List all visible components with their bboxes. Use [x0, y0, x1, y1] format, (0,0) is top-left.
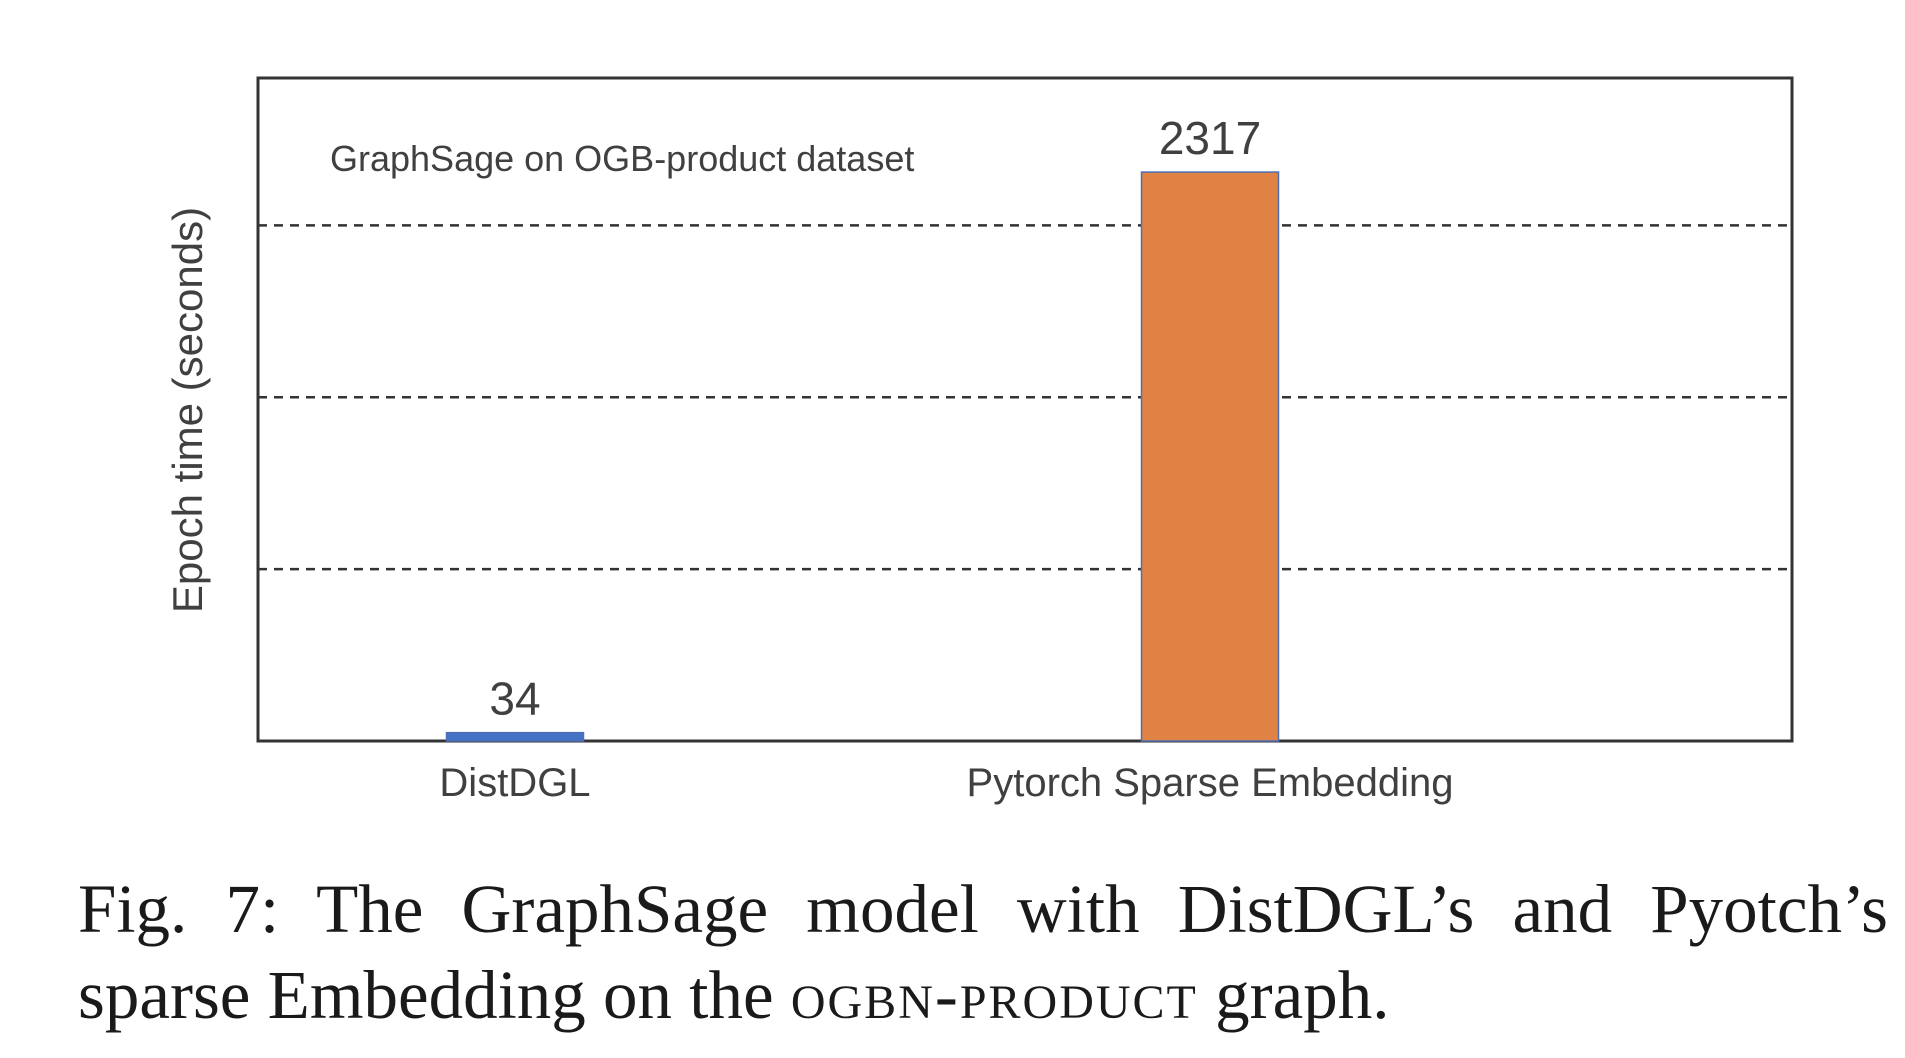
- data-labels: 34 2317: [489, 112, 1261, 725]
- bar-distdgl: [445, 731, 585, 742]
- figure-caption: Fig. 7: The GraphSage model with DistDGL…: [78, 866, 1888, 1038]
- bar-chart: 34 2317 DistDGL Pytorch Sparse Embedding G…: [164, 76, 1794, 805]
- data-label-1: 34: [489, 673, 540, 725]
- caption-prefix: Fig. 7: The GraphSage model with DistDGL…: [78, 871, 1888, 1033]
- y-axis-label: Epoch time (seconds): [164, 207, 211, 613]
- caption-graph-name: ogbn-product: [790, 957, 1198, 1033]
- chart-title: GraphSage on OGB-product dataset: [330, 138, 914, 179]
- x-tick-labels: DistDGL Pytorch Sparse Embedding: [439, 761, 1453, 805]
- bars: [445, 171, 1280, 742]
- data-label-2: 2317: [1159, 112, 1261, 164]
- plot-frame: [256, 76, 1794, 743]
- caption-suffix: graph.: [1197, 957, 1390, 1033]
- x-tick-label-1: DistDGL: [439, 761, 590, 805]
- x-tick-label-2: Pytorch Sparse Embedding: [967, 761, 1454, 805]
- grid-lines: [258, 224, 1792, 571]
- bar-pytorch-sparse-embedding: [1140, 171, 1280, 742]
